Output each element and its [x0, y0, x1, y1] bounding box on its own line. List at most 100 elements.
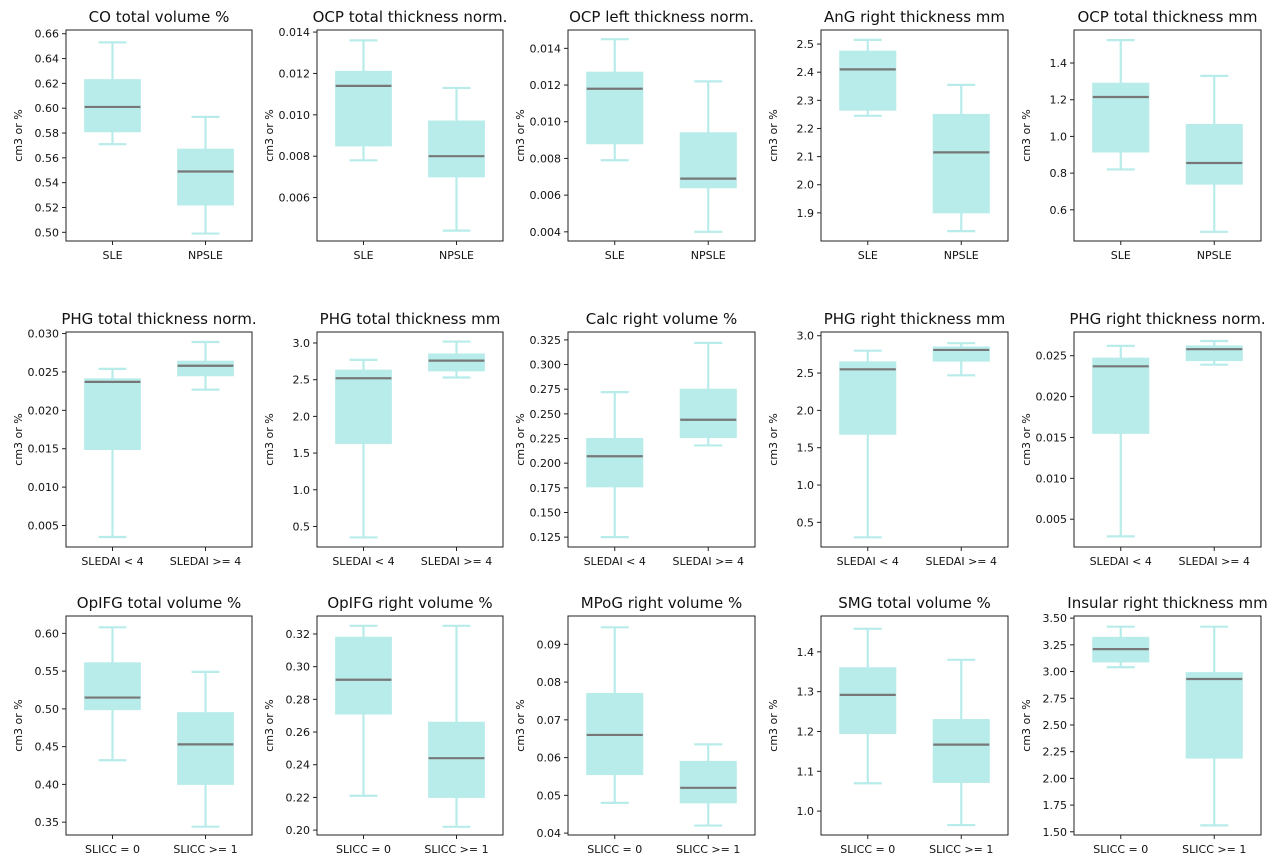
y-tick-label: 1.1 — [797, 765, 815, 778]
subplot-title: CO total volume % — [89, 8, 230, 26]
y-tick-label: 0.35 — [35, 816, 60, 829]
y-tick-label: 0.54 — [35, 177, 60, 190]
y-tick-label: 0.55 — [35, 665, 60, 678]
iqr-box — [1185, 672, 1243, 759]
y-tick-label: 0.66 — [35, 28, 60, 41]
y-tick-label: 1.5 — [797, 442, 815, 455]
box-group — [335, 624, 392, 797]
y-tick-label: 0.005 — [1036, 513, 1068, 526]
axes-frame — [820, 615, 1009, 836]
y-tick-label: 0.20 — [286, 824, 311, 837]
subplot: OpIFG total volume % cm3 or % 0.35 0.40 0.45… — [12, 594, 253, 856]
y-tick-label: 1.2 — [1050, 94, 1068, 107]
subplot-title: Insular right thickness mm — [1067, 594, 1267, 612]
y-tick-label: 0.150 — [530, 506, 562, 519]
x-tick-label: NPSLE — [188, 249, 223, 262]
box-group — [428, 340, 485, 379]
subplot-title: PHG right thickness norm. — [1069, 310, 1265, 328]
box-group — [428, 86, 485, 232]
y-tick-label: 0.005 — [28, 520, 60, 533]
y-tick-label: 0.30 — [286, 661, 311, 674]
axes-frame — [567, 615, 756, 836]
y-tick-label: 0.62 — [35, 77, 60, 90]
x-tick-label: SLEDAI < 4 — [81, 555, 143, 568]
y-tick-label: 0.5 — [797, 516, 815, 529]
subplot: OCP total thickness mm cm3 or % 0.6 0.8 1.0 1… — [1020, 8, 1262, 262]
box-group — [679, 341, 737, 447]
subplot: MPoG right volume % cm3 or % 0.04 0.05 0.06 0… — [514, 594, 756, 856]
iqr-box — [177, 148, 234, 206]
iqr-box — [428, 353, 485, 372]
box-group — [177, 340, 234, 391]
y-tick-label: 0.22 — [286, 791, 311, 804]
x-tick-label: SLICC = 0 — [336, 843, 391, 856]
y-tick-label: 1.0 — [797, 479, 815, 492]
x-tick-label: SLEDAI < 4 — [332, 555, 394, 568]
y-axis-label: cm3 or % — [12, 109, 25, 161]
y-axis-label: cm3 or % — [767, 699, 780, 751]
axes-frame — [316, 615, 504, 836]
y-axis-label: cm3 or % — [514, 699, 527, 751]
x-tick-label: SLEDAI < 4 — [837, 555, 899, 568]
y-tick-label: 0.010 — [28, 481, 60, 494]
box-group — [839, 627, 897, 785]
y-axis-label: cm3 or % — [514, 109, 527, 161]
y-tick-label: 0.8 — [1050, 167, 1068, 180]
y-tick-label: 0.025 — [1036, 350, 1068, 363]
x-tick-label: SLEDAI < 4 — [584, 555, 646, 568]
box-group — [1092, 344, 1150, 538]
y-tick-label: 0.07 — [537, 714, 562, 727]
iqr-box — [84, 79, 141, 133]
x-tick-label: SLE — [102, 249, 122, 262]
box-group — [1092, 625, 1150, 669]
iqr-box — [586, 71, 644, 145]
box-group — [84, 367, 141, 539]
axes-frame — [65, 331, 253, 548]
iqr-box — [1092, 357, 1150, 434]
y-axis-label: cm3 or % — [12, 413, 25, 465]
box-group — [335, 39, 392, 162]
x-tick-label: SLEDAI >= 4 — [421, 555, 493, 568]
y-axis-label: cm3 or % — [1020, 699, 1033, 751]
y-tick-label: 1.3 — [797, 686, 815, 699]
subplot: PHG total thickness norm. cm3 or % 0.005 0.… — [12, 310, 257, 568]
y-tick-label: 0.175 — [530, 482, 562, 495]
y-tick-label: 1.2 — [797, 725, 815, 738]
subplot: OCP total thickness norm. cm3 or % 0.006 0.… — [263, 8, 507, 262]
subplot-title: PHG total thickness mm — [320, 310, 501, 328]
y-tick-label: 0.50 — [35, 226, 60, 239]
x-tick-label: SLEDAI < 4 — [1090, 555, 1152, 568]
y-tick-label: 2.5 — [293, 374, 311, 387]
box-group — [428, 624, 485, 828]
y-tick-label: 0.08 — [537, 676, 562, 689]
y-axis-label: cm3 or % — [263, 699, 276, 751]
y-tick-label: 0.09 — [537, 638, 562, 651]
y-tick-label: 2.25 — [1043, 746, 1068, 759]
y-tick-label: 3.25 — [1043, 639, 1068, 652]
y-tick-label: 0.40 — [35, 778, 60, 791]
y-tick-label: 0.52 — [35, 201, 60, 214]
y-tick-label: 2.00 — [1043, 772, 1068, 785]
subplot-title: SMG total volume % — [838, 594, 991, 612]
subplot: PHG total thickness mm cm3 or % 0.5 1.0 1.5 2… — [263, 310, 504, 568]
iqr-box — [335, 369, 392, 445]
box-group — [839, 349, 897, 539]
iqr-box — [84, 662, 141, 711]
y-tick-label: 0.6 — [1050, 204, 1068, 217]
y-tick-label: 0.010 — [279, 109, 311, 122]
x-tick-label: NPSLE — [691, 249, 726, 262]
box-group — [177, 115, 234, 235]
subplot: OpIFG right volume % cm3 or % 0.20 0.22 0.24… — [263, 594, 504, 856]
y-tick-label: 2.0 — [293, 410, 311, 423]
box-group — [932, 83, 990, 233]
axes-frame — [567, 331, 756, 548]
y-tick-label: 0.60 — [35, 627, 60, 640]
iqr-box — [1092, 82, 1150, 153]
y-tick-label: 0.5 — [293, 520, 311, 533]
y-axis-label: cm3 or % — [1020, 109, 1033, 161]
axes-frame — [1073, 29, 1262, 242]
y-tick-label: 2.2 — [797, 122, 815, 135]
axes-frame — [1073, 331, 1262, 548]
box-group — [586, 38, 644, 162]
